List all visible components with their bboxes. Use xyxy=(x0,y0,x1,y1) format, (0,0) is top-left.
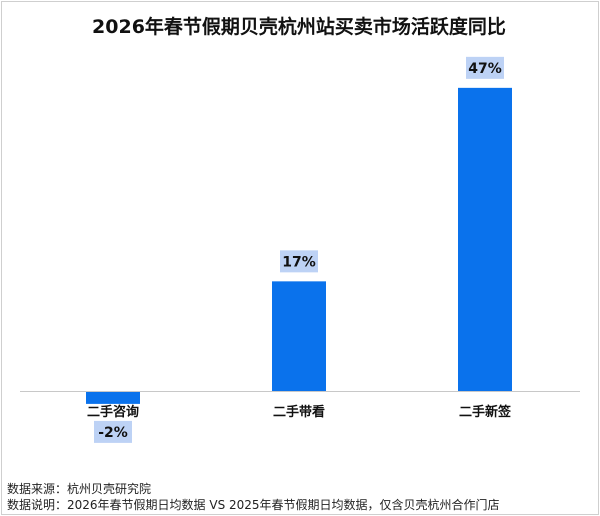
data-source-note: 数据来源：杭州贝壳研究院 xyxy=(7,482,152,496)
category-label-1: 二手咨询 xyxy=(87,404,139,420)
data-label-3: 47% xyxy=(468,61,502,77)
chart-title: 2026年春节假期贝壳杭州站买卖市场活跃度同比 xyxy=(92,16,506,38)
data-label-bg-2 xyxy=(280,250,318,273)
data-label-bg-3 xyxy=(466,56,504,79)
data-label-2: 17% xyxy=(282,254,316,270)
data-description-note: 数据说明：2026年春节假期日均数据 VS 2025年春节假期日均数据，仅含贝壳… xyxy=(7,498,500,512)
data-label-1: -2% xyxy=(98,425,128,441)
category-label-2: 二手带看 xyxy=(273,404,325,420)
bar-3 xyxy=(458,87,512,391)
bar-2 xyxy=(272,281,326,391)
bar-1 xyxy=(86,391,140,404)
data-label-bg-1 xyxy=(94,420,132,443)
category-label-3: 二手新签 xyxy=(459,404,512,420)
